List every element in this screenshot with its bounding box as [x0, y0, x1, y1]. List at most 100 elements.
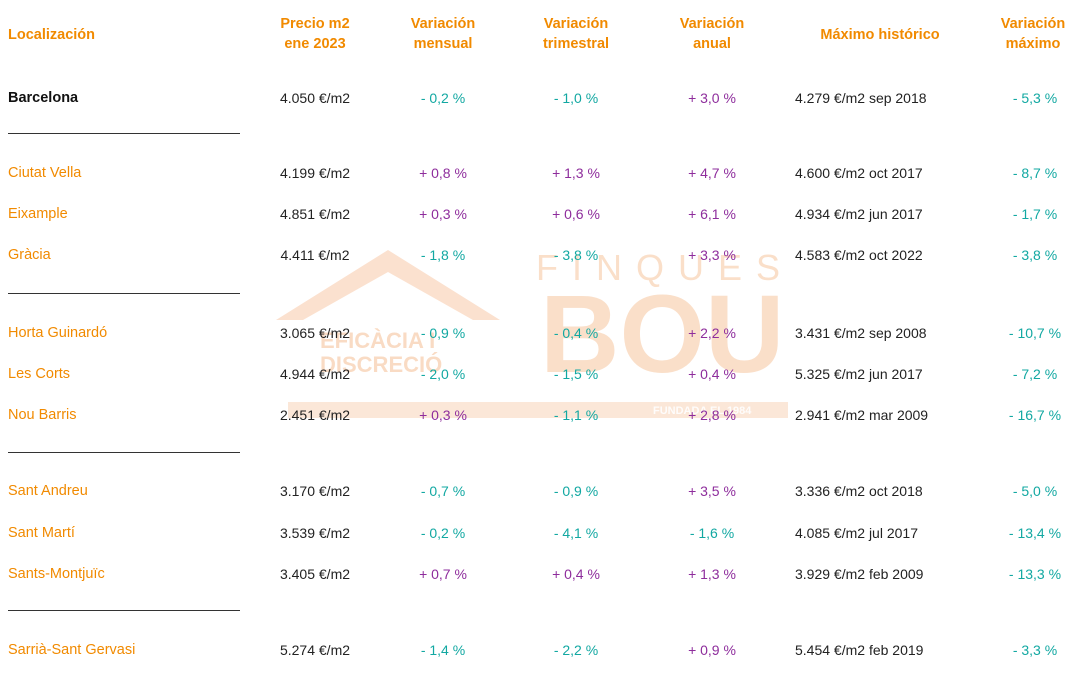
row-quarterly: + 0,4 % [552, 566, 600, 582]
row-quarterly: - 1,0 % [553, 90, 599, 106]
header-historic-label: Máximo histórico [820, 27, 940, 43]
row-quarterly: - 3,8 % [553, 247, 599, 263]
row-price: 3.539 €/m2 [279, 525, 351, 541]
row-monthly: + 0,8 % [419, 165, 467, 181]
group-separator [8, 293, 240, 294]
row-historic: 3.336 €/m2 oct 2018 [795, 483, 923, 499]
row-historic: 5.325 €/m2 jun 2017 [795, 366, 923, 382]
row-price: 4.851 €/m2 [279, 206, 351, 222]
row-monthly: - 0,2 % [420, 90, 466, 106]
header-price-line-1: Precio m2 [280, 16, 350, 32]
row-annual: + 2,2 % [688, 325, 736, 341]
row-monthly: + 0,3 % [419, 206, 467, 222]
row-location: Les Corts [8, 366, 71, 382]
row-annual: + 6,1 % [688, 206, 736, 222]
row-location: Barcelona [8, 90, 79, 106]
row-monthly: - 1,8 % [420, 247, 466, 263]
row-monthly: - 1,4 % [420, 642, 466, 658]
row-maxvar: - 5,3 % [1012, 90, 1058, 106]
row-price: 4.411 €/m2 [280, 247, 350, 263]
row-monthly: + 0,3 % [419, 407, 467, 423]
row-monthly: - 0,9 % [420, 325, 466, 341]
row-annual: + 3,5 % [688, 483, 736, 499]
group-separator [8, 610, 240, 611]
row-maxvar: - 16,7 % [1008, 407, 1062, 423]
row-quarterly: - 1,1 % [553, 407, 599, 423]
header-price-line-2: ene 2023 [284, 36, 346, 52]
row-quarterly: + 1,3 % [552, 165, 600, 181]
header-historic: Máximo histórico [790, 25, 970, 45]
row-monthly: - 0,7 % [420, 483, 466, 499]
row-maxvar: - 5,0 % [1012, 483, 1058, 499]
row-annual: + 2,8 % [688, 407, 736, 423]
row-annual: - 1,6 % [689, 525, 735, 541]
row-location: Sarrià-Sant Gervasi [8, 642, 136, 658]
row-historic: 4.600 €/m2 oct 2017 [795, 165, 923, 181]
row-maxvar: - 13,3 % [1008, 566, 1062, 582]
group-separator [8, 452, 240, 453]
row-historic: 3.431 €/m2 sep 2008 [795, 325, 927, 341]
row-price: 5.274 €/m2 [279, 642, 351, 658]
row-quarterly: - 2,2 % [553, 642, 599, 658]
row-annual: + 1,3 % [688, 566, 736, 582]
row-historic: 4.934 €/m2 jun 2017 [795, 206, 923, 222]
header-monthly-line-2: mensual [413, 36, 473, 52]
row-annual: + 0,9 % [688, 642, 736, 658]
row-price: 4.199 €/m2 [279, 165, 351, 181]
row-maxvar: - 3,8 % [1012, 247, 1058, 263]
row-maxvar: - 1,7 % [1012, 206, 1058, 222]
row-quarterly: - 0,4 % [553, 325, 599, 341]
row-quarterly: - 1,5 % [553, 366, 599, 382]
row-annual: + 3,0 % [688, 90, 736, 106]
row-price: 4.050 €/m2 [279, 90, 351, 106]
row-price: 3.405 €/m2 [279, 566, 351, 582]
row-annual: + 3,3 % [688, 247, 736, 263]
row-historic: 4.279 €/m2 sep 2018 [795, 90, 927, 106]
row-price: 2.451 €/m2 [279, 407, 351, 423]
row-annual: + 0,4 % [688, 366, 736, 382]
header-annual-line-2: anual [693, 36, 731, 52]
row-location: Sant Martí [8, 525, 75, 541]
header-monthly-line-1: Variación [410, 16, 476, 32]
row-annual: + 4,7 % [688, 165, 736, 181]
row-historic: 5.454 €/m2 feb 2019 [795, 642, 924, 658]
header-location-label: Localización [8, 27, 96, 43]
row-maxvar: - 7,2 % [1012, 366, 1058, 382]
header-quarterly: Variación trimestral [516, 14, 636, 54]
row-maxvar: - 13,4 % [1008, 525, 1062, 541]
row-price: 3.170 €/m2 [279, 483, 351, 499]
row-maxvar: - 3,3 % [1012, 642, 1058, 658]
row-monthly: - 0,2 % [420, 525, 466, 541]
row-location: Ciutat Vella [8, 165, 82, 181]
row-location: Gràcia [8, 247, 51, 263]
row-location: Eixample [8, 206, 68, 222]
row-historic: 4.583 €/m2 oct 2022 [795, 247, 923, 263]
row-price: 3.065 €/m2 [279, 325, 351, 341]
row-historic: 3.929 €/m2 feb 2009 [795, 566, 924, 582]
row-location: Horta Guinardó [8, 325, 108, 341]
row-location: Sant Andreu [8, 483, 88, 499]
row-price: 4.944 €/m2 [279, 366, 351, 382]
row-location: Sants-Montjuïc [8, 566, 105, 582]
row-monthly: + 0,7 % [419, 566, 467, 582]
row-monthly: - 2,0 % [420, 366, 466, 382]
header-maxvar-line-1: Variación [1000, 16, 1066, 32]
row-historic: 4.085 €/m2 jul 2017 [795, 525, 918, 541]
header-quarterly-line-1: Variación [543, 16, 609, 32]
header-max-variation: Variación máximo [988, 14, 1078, 54]
row-quarterly: - 4,1 % [553, 525, 599, 541]
row-quarterly: + 0,6 % [552, 206, 600, 222]
header-monthly: Variación mensual [383, 14, 503, 54]
row-location: Nou Barris [8, 407, 77, 423]
header-quarterly-line-2: trimestral [542, 36, 610, 52]
header-maxvar-line-2: máximo [1005, 36, 1061, 52]
header-location: Localización [8, 25, 95, 45]
row-historic: 2.941 €/m2 mar 2009 [795, 407, 929, 423]
row-quarterly: - 0,9 % [553, 483, 599, 499]
group-separator [8, 133, 240, 134]
header-price: Precio m2 ene 2023 [255, 14, 375, 54]
row-maxvar: - 10,7 % [1008, 325, 1062, 341]
header-annual-line-1: Variación [679, 16, 745, 32]
row-maxvar: - 8,7 % [1012, 165, 1058, 181]
